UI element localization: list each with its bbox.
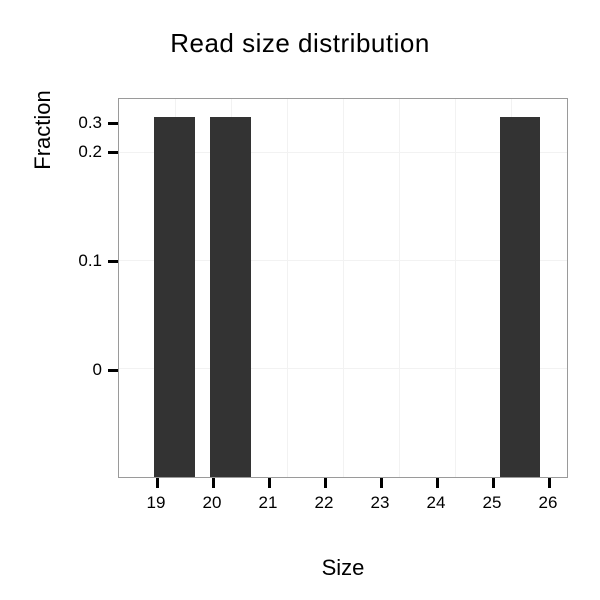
x-tick-label: 19 [141, 493, 171, 513]
bar-26[interactable] [500, 117, 540, 477]
chart-title: Read size distribution [0, 28, 600, 59]
x-tick-mark [492, 478, 495, 488]
gridline-vertical [399, 99, 400, 477]
x-tick-label: 24 [421, 493, 451, 513]
y-tick-label: 0.2 [68, 142, 102, 162]
x-tick-mark [268, 478, 271, 488]
y-tick-label: 0.3 [68, 113, 102, 133]
bar-19[interactable] [154, 117, 194, 477]
x-tick-label: 23 [365, 493, 395, 513]
x-tick-label: 26 [533, 493, 563, 513]
x-tick-label: 20 [197, 493, 227, 513]
chart-root: Read size distribution 0 0.1 0.2 0.3 Fra… [0, 0, 600, 600]
x-axis-label: Size [118, 555, 568, 581]
x-tick-mark [212, 478, 215, 488]
y-tick-mark [108, 151, 118, 154]
gridline-vertical [455, 99, 456, 477]
y-tick-mark [108, 122, 118, 125]
y-tick-mark [108, 369, 118, 372]
x-tick-mark [436, 478, 439, 488]
bar-20[interactable] [210, 117, 250, 477]
gridline-vertical [343, 99, 344, 477]
plot-panel [118, 98, 568, 478]
x-tick-mark [380, 478, 383, 488]
x-tick-label: 25 [477, 493, 507, 513]
x-tick-mark [324, 478, 327, 488]
x-tick-label: 21 [253, 493, 283, 513]
x-tick-mark [156, 478, 159, 488]
y-axis-label: Fraction [30, 30, 56, 230]
gridline-vertical [287, 99, 288, 477]
y-tick-label: 0 [68, 360, 102, 380]
y-tick-mark [108, 260, 118, 263]
x-tick-mark [548, 478, 551, 488]
x-tick-label: 22 [309, 493, 339, 513]
y-tick-label: 0.1 [68, 251, 102, 271]
